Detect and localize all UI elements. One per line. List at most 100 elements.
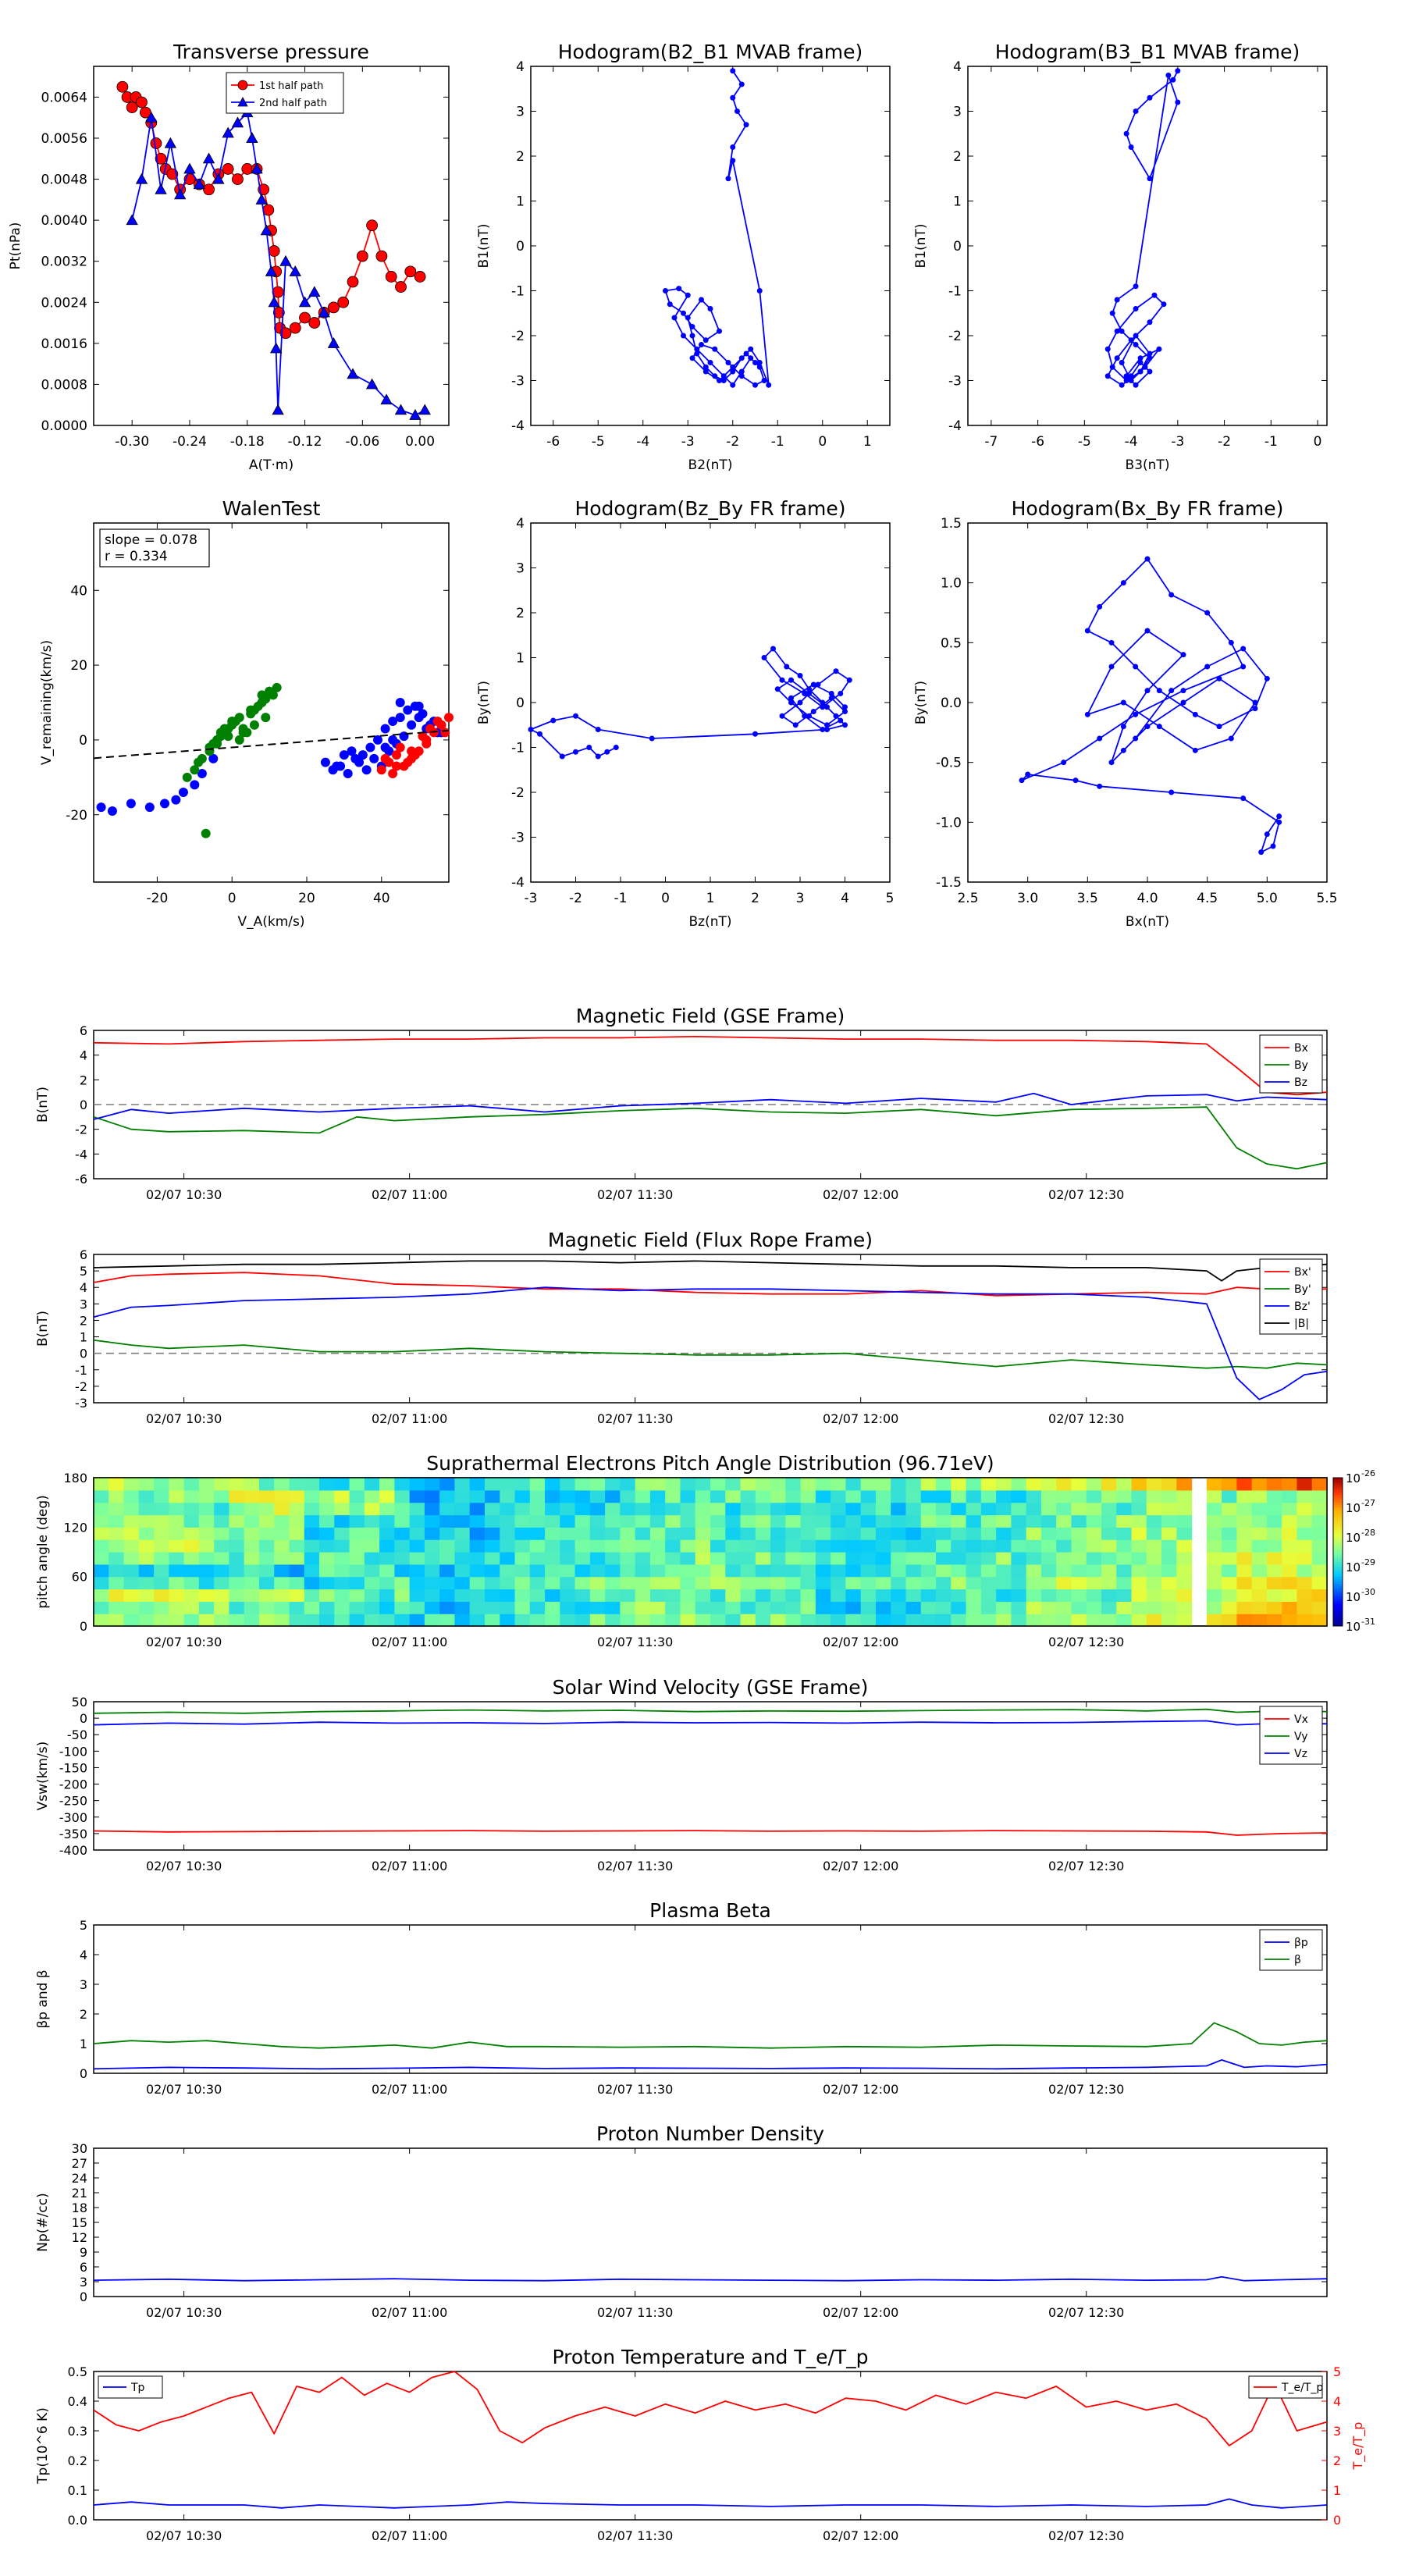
x-tick-label: 02/07 11:00 [372,2305,447,2320]
heatmap-cell [785,1564,802,1578]
data-point [748,346,754,352]
heatmap-cell [439,1614,456,1627]
heatmap-cell [860,1539,877,1553]
heatmap-cell [500,1539,516,1553]
heatmap-cell [1040,1527,1057,1540]
y-tick-label: -1.5 [936,875,962,891]
legend-label: Bx' [1294,1266,1311,1279]
heatmap-cell [649,1539,666,1553]
heatmap-cell [1161,1514,1177,1528]
heatmap-cell [138,1514,155,1528]
heatmap-cell [860,1576,877,1590]
heatmap-cell [740,1552,756,1565]
heatmap-cell [1176,1614,1193,1627]
y-tick-label: 0 [516,239,525,254]
heatmap-cell [1116,1478,1133,1491]
x-tick-label: -3 [525,891,538,906]
data-point [212,738,222,749]
heatmap-cell [364,1576,380,1590]
colorbar-cell [1333,1561,1343,1565]
heatmap-cell [379,1564,395,1578]
data-point [743,122,749,128]
heatmap-cell [229,1576,245,1590]
data-point [308,286,321,297]
heatmap-cell [214,1514,230,1528]
data-point [126,101,138,113]
heatmap-cell [529,1564,546,1578]
heatmap-cell [274,1589,290,1602]
heatmap-cell [244,1539,260,1553]
heatmap-cell [1266,1552,1282,1565]
heatmap-cell [574,1489,591,1503]
data-point [1119,328,1125,334]
heatmap-cell [1206,1552,1222,1565]
x-tick-label: 02/07 10:30 [146,2528,222,2543]
heatmap-cell [484,1478,500,1491]
y-tick-label: 24 [72,2171,87,2186]
data-point [265,265,278,276]
y-tick-label: 1 [516,194,525,210]
heatmap-cell [996,1478,1012,1491]
heatmap-cell [649,1576,666,1590]
heatmap-cell [469,1601,486,1614]
data-point [1109,310,1115,316]
heatmap-cell [1251,1589,1268,1602]
heatmap-cell [424,1576,440,1590]
heatmap-cell [274,1527,290,1540]
heatmap-cell [394,1478,411,1491]
heatmap-cell [725,1576,742,1590]
data-point [160,799,169,809]
heatmap-cell [996,1539,1012,1553]
colorbar-cell [1333,1525,1343,1528]
heatmap-cell [936,1502,951,1516]
y-tick-label: -50 [67,1727,87,1742]
x-tick-label: -0.06 [345,434,379,450]
heatmap-cell [500,1478,516,1491]
heatmap-cell [695,1502,711,1516]
data-point [1025,771,1031,777]
heatmap-cell [1266,1576,1282,1590]
heatmap-cell [364,1539,380,1553]
x-tick-label: 0 [1314,434,1322,450]
heatmap-cell [996,1589,1012,1602]
data-point [689,355,695,361]
heatmap-cell [529,1527,546,1540]
heatmap-cell [364,1478,380,1491]
data-point [738,368,745,375]
heatmap-cell [1011,1502,1027,1516]
heatmap-cell [1311,1502,1328,1516]
heatmap-cell [108,1614,125,1627]
heatmap-cell [319,1576,335,1590]
heatmap-cell [1266,1478,1282,1491]
heatmap-cell [1146,1552,1162,1565]
data-point [251,162,263,174]
heatmap-cell [424,1564,440,1578]
data-point [738,81,745,87]
heatmap-cell [845,1589,862,1602]
heatmap-cell [605,1564,621,1578]
heatmap-cell [755,1601,771,1614]
y-tick-label: 2 [80,1073,87,1087]
y-tick-label: 2 [516,149,525,165]
heatmap-cell [891,1564,907,1578]
data-point [144,802,155,813]
data-point [1061,760,1067,766]
heatmap-cell [529,1514,546,1528]
legend-label: 2nd half path [259,98,327,109]
heatmap-cell [514,1576,531,1590]
y-tick-label: -1.0 [936,815,962,831]
heatmap-cell [574,1539,591,1553]
heatmap-cell [725,1514,742,1528]
heatmap-cell [1086,1589,1102,1602]
heatmap-cell [138,1576,155,1590]
legend-label: T_e/T_p [1281,2382,1323,2394]
heatmap-cell [319,1601,335,1614]
data-point [380,753,390,763]
heatmap-cell [665,1514,681,1528]
heatmap-cell [1251,1514,1268,1528]
x-tick-label: 1 [863,434,872,450]
heatmap-cell [710,1527,726,1540]
heatmap-cell [108,1489,125,1503]
heatmap-cell [560,1514,576,1528]
heatmap-cell [1206,1478,1222,1491]
